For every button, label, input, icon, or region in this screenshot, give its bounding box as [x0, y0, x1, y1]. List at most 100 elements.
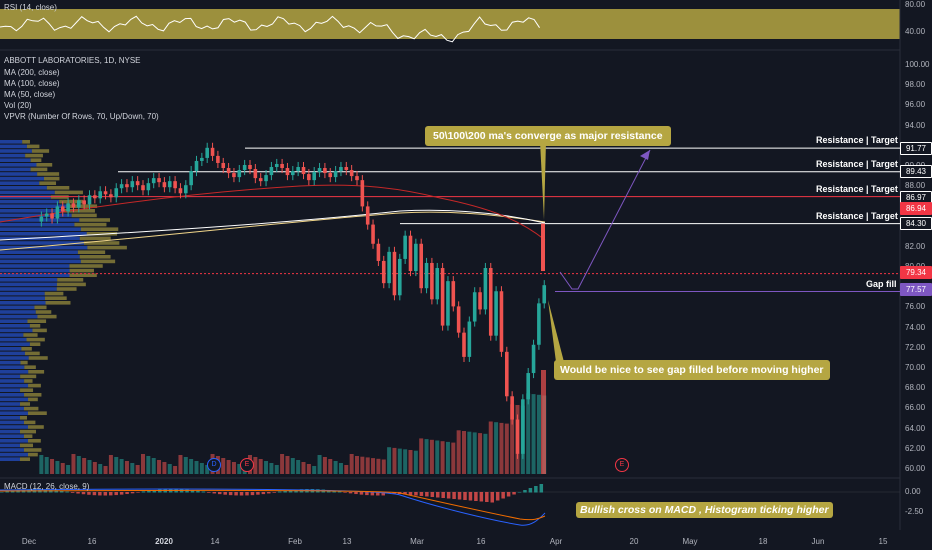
vp-row-up	[0, 402, 21, 406]
vp-row-up	[0, 273, 70, 277]
price-axis-tick: 62.00	[905, 443, 926, 453]
candle-body	[301, 167, 306, 175]
candle-body	[146, 183, 151, 191]
price-tag: 86.94	[900, 202, 932, 215]
candle-body	[510, 396, 514, 420]
macd-histogram-bar	[528, 488, 533, 493]
candle-body	[317, 168, 322, 173]
volume-bar	[440, 441, 445, 474]
macd-histogram-bar	[501, 492, 505, 499]
vp-row-down	[36, 163, 53, 167]
candle-body	[478, 292, 482, 310]
vp-row-down	[30, 158, 42, 162]
candle-body	[494, 291, 498, 336]
candle-body	[291, 171, 295, 176]
volume-bar	[462, 431, 466, 474]
candle-body	[248, 164, 252, 170]
vp-row-down	[24, 406, 39, 411]
candle-body	[71, 203, 76, 208]
macd-histogram-bar	[92, 492, 97, 496]
volume-profile	[0, 140, 127, 461]
vp-row-down	[24, 365, 36, 369]
dividend-badge[interactable]: D	[207, 458, 221, 472]
rsi-band	[0, 9, 900, 39]
volume-bar	[360, 456, 365, 474]
vp-row-down	[20, 374, 37, 379]
vp-row-down	[28, 411, 47, 415]
macd-histogram-bar	[457, 492, 462, 500]
indicator-ma50: MA (50, close)	[4, 90, 56, 99]
macd-histogram-bar	[332, 490, 336, 493]
macd-line	[0, 488, 546, 526]
macd-histogram-bar	[495, 492, 500, 501]
symbol-title: ABBOTT LABORATORIES, 1D, NYSE	[4, 56, 141, 65]
vp-row-up	[0, 149, 32, 153]
candle-body	[542, 285, 547, 304]
volume-bar	[199, 463, 204, 474]
vp-row-up	[0, 365, 25, 369]
macd-histogram-bar	[370, 492, 375, 496]
vp-row-down	[74, 222, 107, 227]
volume-bar	[178, 455, 183, 474]
vp-row-down	[30, 167, 48, 172]
callout-pointer-middle	[548, 300, 564, 362]
projection-arrow	[559, 149, 651, 290]
macd-pane	[0, 484, 900, 526]
candle-body	[376, 243, 381, 261]
volume-bar	[317, 455, 322, 474]
price-axis-tick: 88.00	[905, 181, 926, 191]
macd-histogram-bar	[245, 492, 249, 496]
candle-body	[537, 303, 541, 345]
volume-bar	[365, 457, 370, 474]
ma50-line	[0, 184, 546, 241]
vp-row-down	[34, 305, 47, 310]
macd-histogram-bar	[490, 492, 494, 503]
price-axis-tick: 70.00	[905, 363, 926, 372]
candle-body	[258, 178, 263, 182]
price-tag: 77.57	[900, 283, 932, 296]
candle-body	[531, 344, 536, 374]
vp-row-up	[0, 296, 45, 300]
candle-body	[467, 321, 472, 357]
volume-bar	[98, 464, 103, 474]
candle-body	[221, 162, 226, 169]
candle-body	[135, 181, 140, 186]
callout-ma-converge: 50\100\200 ma's converge as major resist…	[425, 126, 671, 146]
earnings-badge[interactable]: E	[240, 458, 254, 472]
volume-bar	[349, 454, 354, 474]
macd-histogram-bar	[109, 492, 113, 496]
price-tag: 91.77	[900, 142, 932, 155]
candle-body	[323, 168, 327, 174]
vp-row-up	[0, 181, 40, 185]
candle-body	[472, 292, 477, 322]
volume-bar	[322, 457, 327, 474]
volume-bar	[151, 458, 156, 474]
macd-histogram-bar	[234, 492, 238, 496]
candle-body	[414, 243, 418, 272]
volume-bar	[167, 464, 172, 474]
vp-row-up	[0, 245, 88, 250]
candle-body	[39, 216, 44, 222]
candle-body	[157, 178, 161, 183]
vp-row-down	[28, 439, 41, 443]
vp-row-up	[0, 328, 33, 333]
vp-row-down	[28, 397, 38, 402]
vp-row-up	[0, 163, 37, 167]
vp-row-up	[0, 227, 81, 231]
macd-histogram-bar	[277, 491, 282, 493]
candle-body	[205, 147, 209, 158]
earnings-badge-upcoming[interactable]: E	[615, 458, 629, 472]
vp-row-down	[28, 383, 41, 388]
volume-bar	[333, 461, 338, 474]
volume-bar	[397, 448, 402, 474]
candle-body	[424, 262, 429, 289]
vp-row-down	[22, 140, 30, 144]
price-axis-tick: 96.00	[905, 100, 926, 110]
candle-body	[237, 170, 242, 178]
vp-row-down	[57, 278, 84, 282]
volume-bar	[290, 458, 295, 474]
signal-line	[0, 489, 546, 521]
candle-body	[55, 206, 60, 219]
candle-body	[312, 172, 316, 181]
